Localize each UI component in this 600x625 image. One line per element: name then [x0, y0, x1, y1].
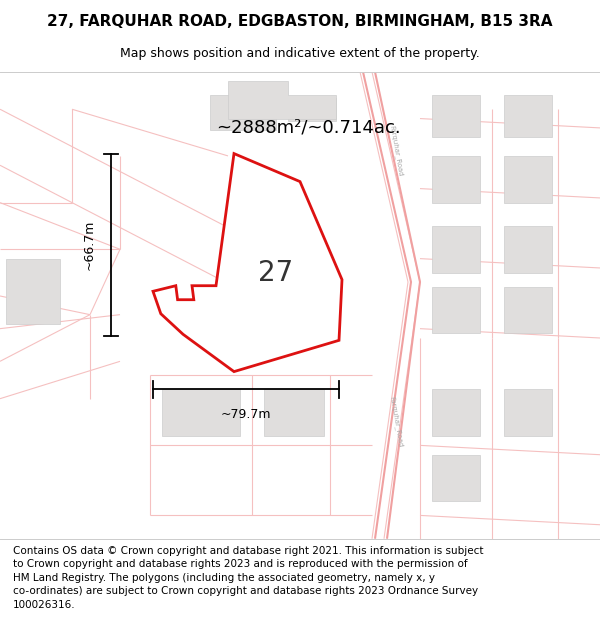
- Polygon shape: [504, 226, 552, 272]
- Polygon shape: [504, 156, 552, 202]
- Text: ~2888m²/~0.714ac.: ~2888m²/~0.714ac.: [216, 119, 401, 137]
- Polygon shape: [264, 389, 324, 436]
- Polygon shape: [210, 95, 276, 130]
- Polygon shape: [504, 389, 552, 436]
- Polygon shape: [432, 389, 480, 436]
- Polygon shape: [432, 95, 480, 138]
- Text: Farquhar_Road: Farquhar_Road: [388, 396, 404, 448]
- Polygon shape: [432, 156, 480, 202]
- Polygon shape: [288, 98, 336, 121]
- Polygon shape: [432, 226, 480, 272]
- Polygon shape: [228, 81, 336, 119]
- Polygon shape: [504, 287, 552, 333]
- Text: Map shows position and indicative extent of the property.: Map shows position and indicative extent…: [120, 48, 480, 61]
- Text: ~79.7m: ~79.7m: [221, 408, 271, 421]
- Polygon shape: [504, 95, 552, 138]
- Text: Farquhar_Road: Farquhar_Road: [388, 125, 404, 177]
- Text: 27, FARQUHAR ROAD, EDGBASTON, BIRMINGHAM, B15 3RA: 27, FARQUHAR ROAD, EDGBASTON, BIRMINGHAM…: [47, 14, 553, 29]
- Polygon shape: [162, 389, 240, 436]
- Polygon shape: [432, 455, 480, 501]
- Polygon shape: [432, 287, 480, 333]
- Text: ~66.7m: ~66.7m: [83, 219, 96, 270]
- Polygon shape: [153, 154, 342, 372]
- Text: 27: 27: [259, 259, 293, 287]
- Text: Contains OS data © Crown copyright and database right 2021. This information is : Contains OS data © Crown copyright and d…: [13, 546, 484, 610]
- Polygon shape: [6, 259, 60, 324]
